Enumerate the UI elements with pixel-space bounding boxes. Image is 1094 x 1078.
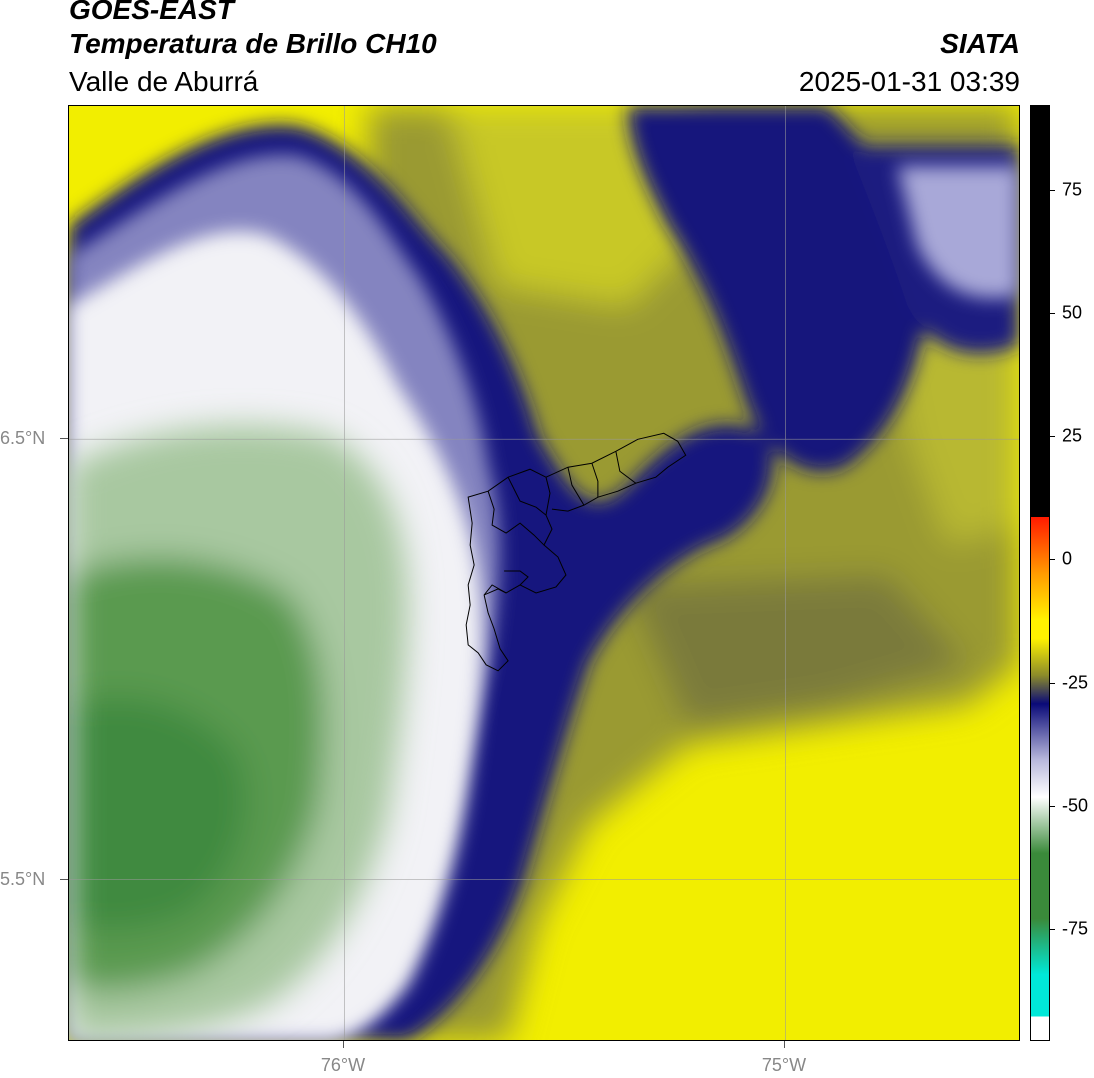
lat-label-2: 5.5°N [0, 869, 46, 889]
organization-label: SIATA [940, 28, 1020, 59]
lon-tick-1 [343, 1041, 344, 1048]
colorbar-label-minus-50: -50 [1062, 795, 1089, 816]
colorbar-tick-minus-75 [1050, 929, 1055, 930]
lon-tick-2 [784, 1041, 785, 1048]
colorbar-tick-75 [1050, 190, 1055, 191]
municipal-boundaries [465, 432, 687, 672]
datetime-label: 2025-01-31 03:39 [798, 66, 1020, 97]
colorbar-tick-50 [1050, 313, 1055, 314]
colorbar-tick-minus-50 [1050, 806, 1055, 807]
brightness-temperature-map[interactable] [68, 105, 1020, 1041]
lon-label-2: 75°W [761, 1055, 807, 1075]
map-gridlines [69, 106, 1019, 1040]
colorbar-label-25: 25 [1062, 425, 1083, 446]
lat-label-1: 6.5°N [0, 428, 46, 448]
colorbar-label-minus-25: -25 [1062, 672, 1089, 693]
colorbar-label-0: 0 [1062, 548, 1073, 569]
colorbar-label-75: 75 [1062, 179, 1083, 200]
lat-tick-1 [60, 438, 68, 439]
colorbar-tick-0 [1050, 559, 1055, 560]
colorbar-label-minus-75: -75 [1062, 918, 1089, 939]
field-green [69, 425, 409, 1040]
satellite-title: GOES-EAST [69, 0, 234, 25]
product-title: Temperatura de Brillo CH10 [69, 28, 437, 59]
colorbar-tick-minus-25 [1050, 683, 1055, 684]
colorbar [1030, 105, 1050, 1041]
lat-tick-2 [60, 879, 68, 880]
colorbar-tick-25 [1050, 436, 1055, 437]
region-subtitle: Valle de Aburrá [69, 66, 259, 97]
lon-label-1: 76°W [320, 1055, 366, 1075]
map-canvas [69, 106, 1019, 1040]
colorbar-label-50: 50 [1062, 302, 1083, 323]
